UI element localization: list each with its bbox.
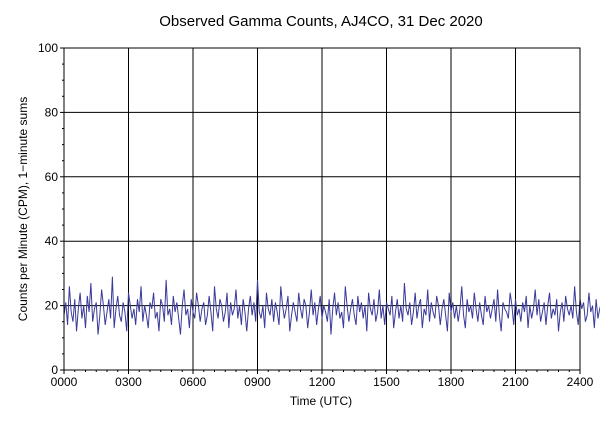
y-axis: 0 20 40 60 80 100: [38, 41, 64, 377]
series-line: [63, 276, 600, 335]
x-tick-label: 0300: [115, 375, 142, 389]
x-tick-label: 2100: [502, 375, 529, 389]
y-tick-label: 100: [38, 41, 58, 55]
x-tick-label: 2400: [567, 375, 594, 389]
x-axis: 0000 0300 0600 0900 1200 1500 1800 2100 2400: [51, 370, 594, 389]
chart-title: Observed Gamma Counts, AJ4CO, 31 Dec 202…: [159, 13, 483, 30]
x-axis-label: Time (UTC): [290, 394, 352, 408]
x-tick-label: 0600: [180, 375, 207, 389]
y-tick-label: 40: [45, 234, 59, 248]
y-axis-label: Counts per Minute (CPM), 1−minute sums: [16, 97, 30, 321]
x-tick-label: 1800: [438, 375, 465, 389]
y-tick-label: 0: [51, 363, 58, 377]
x-tick-label: 1200: [309, 375, 336, 389]
x-tick-label: 0900: [244, 375, 271, 389]
y-tick-label: 20: [45, 299, 59, 313]
y-tick-label: 80: [45, 105, 59, 119]
x-tick-label: 0000: [51, 375, 78, 389]
plot-grid: [64, 48, 580, 370]
x-tick-label: 1500: [373, 375, 400, 389]
y-tick-label: 60: [45, 170, 59, 184]
